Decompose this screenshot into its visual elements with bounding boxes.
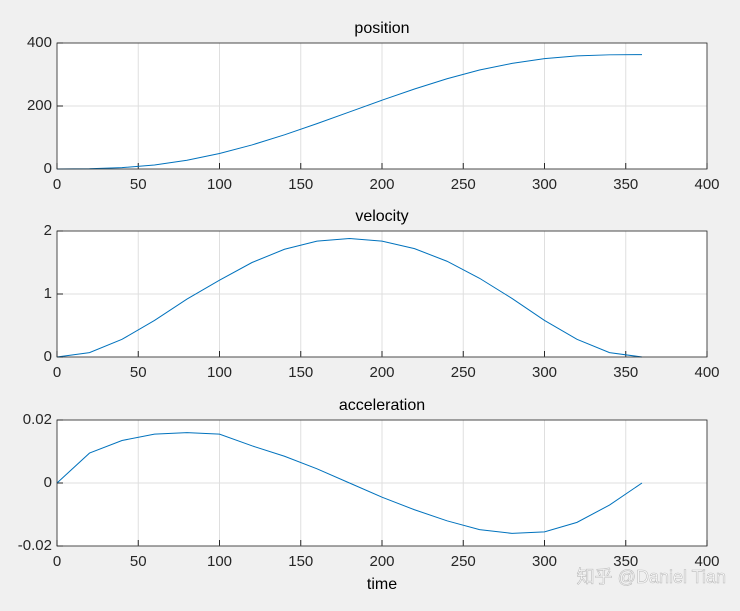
x-tick-label: 400 <box>694 553 719 570</box>
y-tick-label: -0.02 <box>18 537 52 554</box>
x-tick-label: 350 <box>613 364 638 381</box>
x-tick-label: 250 <box>451 553 476 570</box>
watermark: 知乎 @Daniel Tian <box>577 567 726 587</box>
x-tick-label: 400 <box>694 364 719 381</box>
chart-title: acceleration <box>339 397 425 414</box>
x-tick-label: 100 <box>207 553 232 570</box>
x-tick-label: 200 <box>369 364 394 381</box>
chart-title: velocity <box>355 208 408 225</box>
x-tick-label: 350 <box>613 553 638 570</box>
y-tick-label: 2 <box>44 222 52 239</box>
axes-box <box>56 230 708 358</box>
y-tick-label: 0 <box>44 160 52 177</box>
x-tick-label: 50 <box>130 364 147 381</box>
axes-box <box>56 42 708 170</box>
y-tick-label: 0 <box>44 348 52 365</box>
x-tick-label: 100 <box>207 176 232 193</box>
data-line <box>56 238 643 358</box>
x-tick-label: 300 <box>532 176 557 193</box>
x-tick-label: 400 <box>694 176 719 193</box>
x-tick-label: 150 <box>288 553 313 570</box>
y-tick-label: 0 <box>44 474 52 491</box>
x-tick-label: 0 <box>53 176 61 193</box>
x-tick-label: 150 <box>288 176 313 193</box>
axes-box <box>56 419 708 547</box>
y-tick-label: 400 <box>27 34 52 51</box>
chart-title: position <box>354 20 409 37</box>
x-tick-label: 0 <box>53 553 61 570</box>
x-tick-label: 50 <box>130 176 147 193</box>
x-tick-label: 50 <box>130 553 147 570</box>
x-tick-label: 0 <box>53 364 61 381</box>
data-line <box>56 54 643 170</box>
x-tick-label: 300 <box>532 364 557 381</box>
x-tick-label: 150 <box>288 364 313 381</box>
x-tick-label: 200 <box>369 176 394 193</box>
x-tick-label: 250 <box>451 364 476 381</box>
y-tick-label: 200 <box>27 97 52 114</box>
x-tick-label: 200 <box>369 553 394 570</box>
x-tick-label: 250 <box>451 176 476 193</box>
y-tick-label: 0.02 <box>23 411 52 428</box>
x-tick-label: 300 <box>532 553 557 570</box>
x-tick-label: 100 <box>207 364 232 381</box>
y-tick-label: 1 <box>44 285 52 302</box>
data-line <box>56 432 643 534</box>
x-tick-label: 350 <box>613 176 638 193</box>
x-axis-label: time <box>367 576 397 593</box>
